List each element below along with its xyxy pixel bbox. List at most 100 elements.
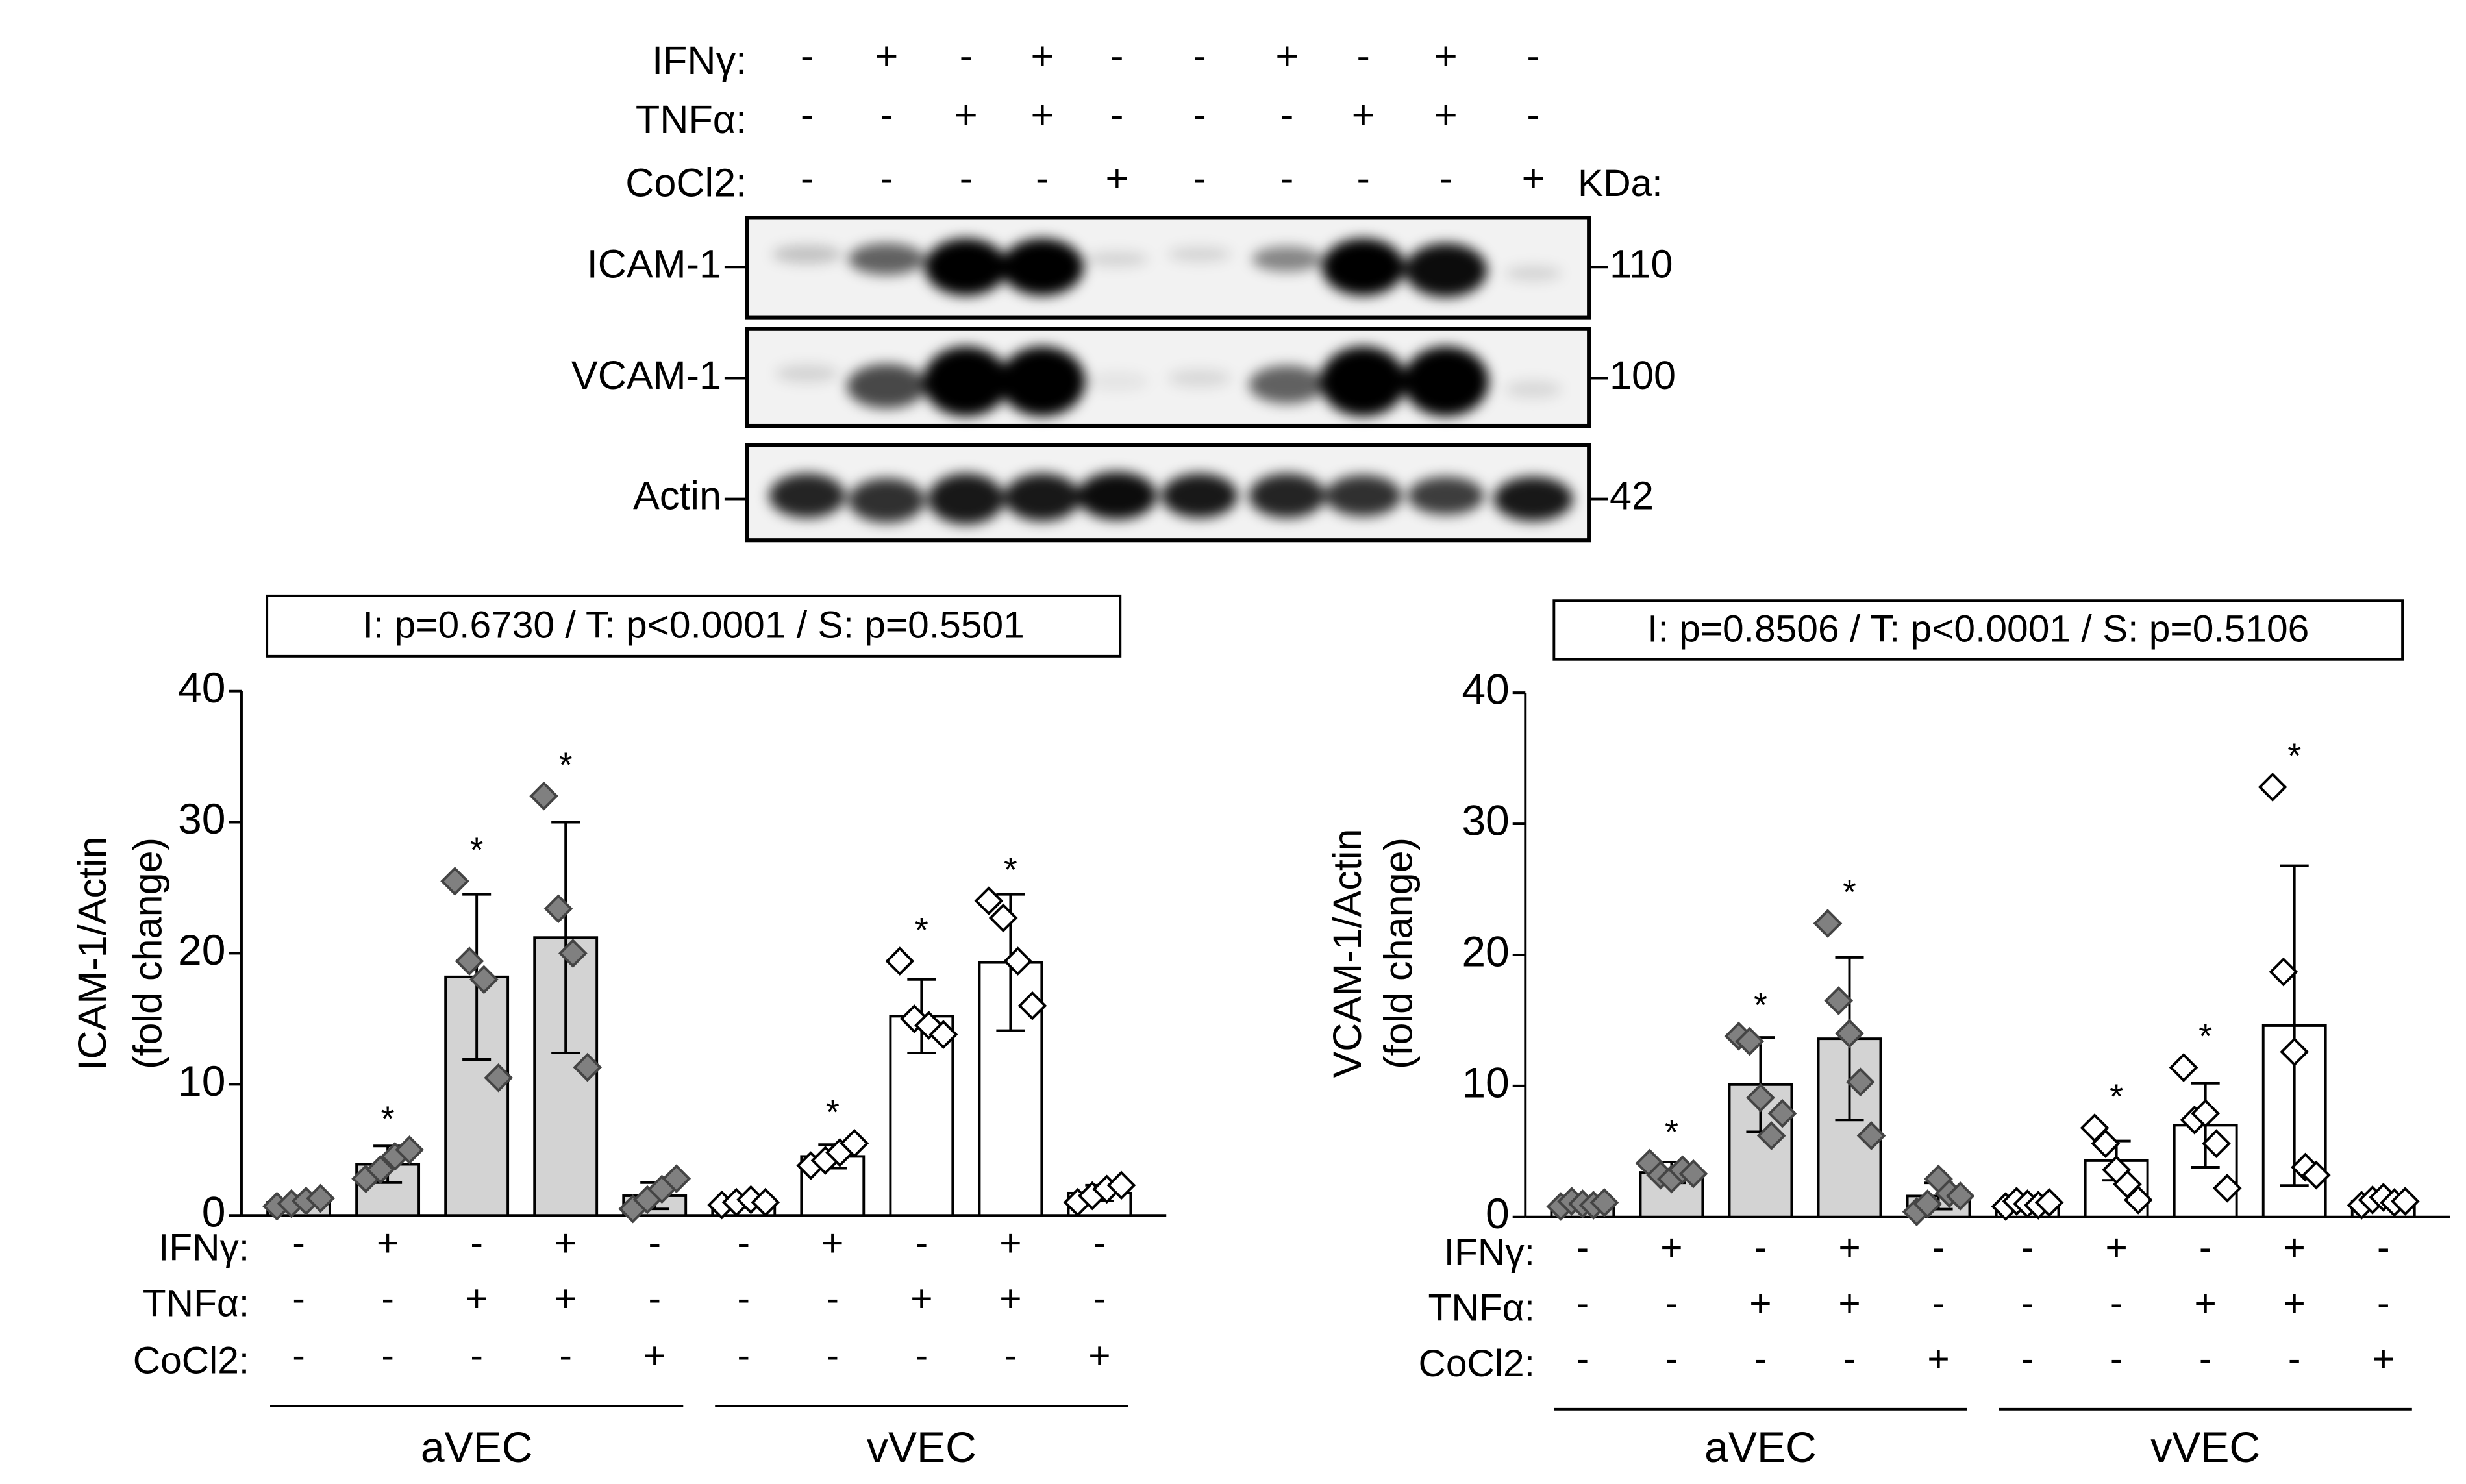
condition-sign: - [915, 1222, 928, 1264]
blot-image [745, 216, 1591, 543]
significance: * [826, 1093, 840, 1132]
condition-sign: - [960, 156, 973, 200]
condition-label: IFNγ: [158, 1227, 249, 1269]
condition-sign: - [1093, 1222, 1106, 1264]
condition-sign: - [1356, 34, 1369, 78]
data-point [2123, 1185, 2153, 1215]
condition-sign: - [648, 1278, 661, 1320]
condition-sign: + [2105, 1227, 2127, 1269]
data-point [1756, 1121, 1786, 1150]
data-point [2258, 773, 2287, 802]
condition-sign: - [1193, 156, 1206, 200]
significance: * [915, 911, 928, 950]
data-point [1913, 1189, 1943, 1218]
condition-label: CoCl2: [625, 161, 747, 205]
condition-sign: + [377, 1222, 399, 1264]
data-point [2390, 1187, 2420, 1216]
data-point [2034, 1188, 2064, 1217]
band-label: ICAM-1 [587, 241, 721, 286]
condition-sign: - [827, 1335, 840, 1377]
significance: * [381, 1099, 395, 1138]
data-point [484, 1063, 514, 1093]
data-point [1845, 1067, 1875, 1097]
band-label: Actin [633, 474, 721, 518]
condition-sign: + [1434, 92, 1458, 136]
condition-sign: - [292, 1278, 305, 1320]
data-point [1746, 1083, 1775, 1113]
condition-sign: + [1088, 1335, 1110, 1377]
condition-sign: - [1004, 1335, 1017, 1377]
condition-sign: - [1576, 1338, 1589, 1380]
condition-sign: + [2195, 1282, 2217, 1324]
data-point [662, 1164, 691, 1194]
significance: * [2287, 737, 2301, 776]
data-point [2091, 1129, 2121, 1158]
condition-sign: - [559, 1335, 572, 1377]
condition-sign: + [1105, 156, 1128, 200]
condition-sign: - [2021, 1338, 2034, 1380]
condition-sign: + [2284, 1282, 2306, 1324]
group-label: vVEC [2150, 1424, 2260, 1472]
data-point [366, 1155, 395, 1184]
data-point [1735, 1026, 1765, 1056]
condition-sign: - [1110, 34, 1123, 78]
data-point [558, 939, 588, 968]
kda-value: 110 [1610, 241, 1673, 286]
significance: * [1754, 985, 1767, 1024]
condition-sign: - [737, 1278, 750, 1320]
condition-sign: - [1193, 34, 1206, 78]
y-tick-label: 30 [1462, 797, 1509, 845]
condition-sign: + [1522, 156, 1545, 200]
condition-sign: - [1356, 156, 1369, 200]
data-point [306, 1183, 335, 1213]
data-point [885, 946, 915, 976]
condition-sign: + [466, 1278, 488, 1320]
condition-sign: - [2377, 1227, 2390, 1269]
condition-sign: + [1030, 92, 1054, 136]
condition-sign: - [1093, 1278, 1106, 1320]
condition-sign: + [999, 1278, 1021, 1320]
y-tick-label: 40 [178, 664, 225, 712]
y-tick-label: 0 [1486, 1190, 1510, 1238]
y-tick-label: 30 [178, 795, 225, 843]
condition-label: TNFα: [1428, 1287, 1535, 1329]
condition-sign: - [1665, 1282, 1678, 1324]
condition-sign: - [2021, 1227, 2034, 1269]
condition-sign: - [1526, 92, 1539, 136]
condition-sign: - [1280, 156, 1293, 200]
condition-sign: + [1434, 34, 1458, 78]
condition-sign: + [1660, 1227, 1682, 1269]
condition-sign: - [2199, 1338, 2212, 1380]
condition-sign: - [801, 34, 814, 78]
error-bar [2280, 864, 2309, 1187]
condition-sign: - [470, 1222, 483, 1264]
y-tick-label: 20 [178, 926, 225, 974]
condition-sign: + [1927, 1338, 1949, 1380]
condition-sign: + [954, 92, 978, 136]
data-point [1678, 1159, 1708, 1189]
condition-sign: - [1439, 156, 1452, 200]
y-tick-label: 10 [178, 1057, 225, 1106]
condition-sign: + [999, 1222, 1021, 1264]
error-bar [551, 821, 580, 1054]
condition-sign: + [1352, 92, 1375, 136]
data-point [573, 1052, 603, 1082]
data-point [2202, 1129, 2231, 1158]
condition-sign: + [821, 1222, 843, 1264]
data-point [2301, 1160, 2331, 1190]
data-point [1017, 991, 1047, 1020]
condition-sign: - [1110, 92, 1123, 136]
condition-sign: + [554, 1222, 577, 1264]
data-point [455, 946, 484, 976]
significance: * [470, 831, 484, 870]
data-point [1835, 1019, 1864, 1048]
kda-value: 100 [1610, 353, 1676, 397]
condition-sign: - [1036, 156, 1049, 200]
data-point [988, 903, 1018, 933]
group-label: aVEC [1704, 1424, 1817, 1472]
condition-sign: + [554, 1278, 577, 1320]
condition-sign: - [737, 1222, 750, 1264]
y-tick-label: 20 [1462, 928, 1509, 976]
data-point [2269, 957, 2298, 987]
condition-sign: + [2284, 1227, 2306, 1269]
